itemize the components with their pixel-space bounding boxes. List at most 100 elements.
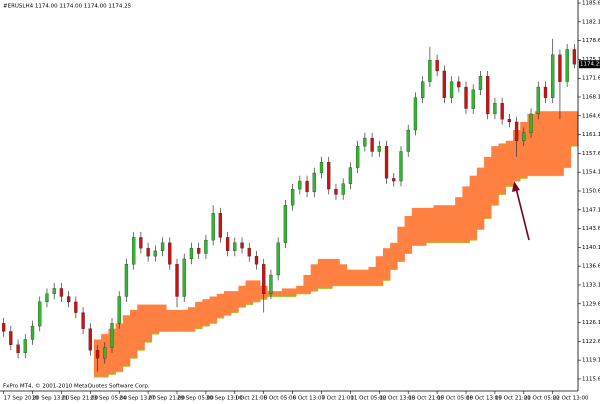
y-tick-label: 1136.65 [582, 264, 600, 270]
annotation-arrow [512, 181, 530, 241]
cloud-slab [491, 146, 499, 206]
x-tick-label: 21 Oct 05:00 [524, 396, 560, 402]
candle-body [9, 331, 13, 345]
cloud-slab [137, 304, 145, 351]
y-tick-label: 1182.15 [582, 19, 600, 25]
candle-body [507, 119, 512, 123]
candle-body [565, 49, 569, 82]
cloud-slab [556, 111, 564, 176]
candle-layer [1, 38, 577, 372]
candle-body [514, 121, 519, 141]
candle-body [103, 347, 107, 359]
cloud-slab [274, 291, 283, 297]
candle-body [529, 113, 533, 133]
x-tick-label: 6 Oct 13:00 [293, 396, 326, 402]
candle-body [363, 137, 367, 147]
y-tick-label: 1171.65 [582, 76, 600, 82]
cloud-slab [339, 264, 348, 286]
cloud-slab [245, 280, 254, 305]
cloud-slab [397, 226, 405, 262]
y-tick-label: 1147.15 [582, 207, 600, 213]
y-tick-label: 1164.65 [582, 113, 600, 119]
candle-body [95, 350, 100, 359]
y-tick-label: 1178.65 [582, 38, 600, 44]
cloud-slab [520, 121, 528, 179]
cloud-slab [151, 304, 160, 335]
candle-body [262, 264, 266, 294]
candle-body [74, 301, 78, 313]
candle-body [30, 325, 35, 340]
candle-body [392, 178, 396, 182]
candle-body [327, 162, 331, 190]
y-tick-label: 1115.65 [582, 376, 600, 382]
y-tick-label: 1168.15 [582, 94, 600, 100]
x-tick-label: 18 Oct 13:00 [466, 396, 502, 402]
y-tick-label: 1122.65 [582, 339, 600, 345]
candle-body [493, 103, 497, 115]
candle-body [233, 242, 237, 252]
candle-body [305, 180, 309, 192]
y-tick-label: 1140.15 [582, 245, 600, 251]
cloud-slab [332, 258, 340, 286]
candle-body [117, 296, 121, 324]
cloud-slab [238, 285, 246, 308]
candle-body [269, 274, 273, 294]
candle-body [81, 312, 85, 329]
cloud-slab [455, 197, 463, 243]
cloud-slab [303, 275, 311, 294]
cloud-slab [317, 258, 326, 289]
candle-body [204, 239, 208, 254]
candle-body [312, 172, 316, 192]
candle-body [522, 132, 526, 141]
last-price-label: 1174.25 [580, 62, 600, 68]
cloud-slab [187, 307, 196, 332]
x-tick-label: 19 Oct 21:00 [495, 396, 531, 402]
cloud-slab [166, 309, 174, 332]
x-tick-label: 13 Oct 21:00 [408, 396, 444, 402]
candle-body [38, 301, 42, 327]
x-tick-label: 11 Oct 05:00 [350, 396, 386, 402]
y-tick-label: 1175.15 [582, 57, 600, 63]
cloud-slab [216, 293, 225, 318]
candle-body [45, 293, 49, 303]
arrow-head [512, 181, 520, 192]
candle-body [435, 60, 439, 72]
chart-title: #ERUSLH4 1174.00 1174.00 1174.00 1174.25 [3, 4, 132, 10]
x-tick-label: 12 Oct 13:00 [379, 396, 415, 402]
candle-body [1, 323, 6, 332]
cloud-slab [433, 205, 442, 243]
cloud-slab [173, 309, 181, 332]
cloud-slab [440, 205, 449, 243]
candle-body [572, 49, 577, 65]
candle-body [471, 89, 475, 109]
candle-body [370, 137, 374, 152]
x-tick-label: 22 Oct 13:00 [553, 396, 589, 402]
cloud-slab [231, 291, 239, 313]
cloud-slab [281, 288, 290, 297]
x-tick-label: 5 Oct 05:00 [264, 396, 297, 402]
cloud-slab [549, 111, 557, 176]
candle-body [66, 296, 71, 303]
candle-body [211, 213, 215, 241]
cloud-slab [180, 309, 189, 332]
cloud-slab [296, 285, 304, 294]
candle-body [558, 54, 562, 82]
cloud-slab [469, 175, 478, 241]
x-tick-label: 27 Sep 21:00 [148, 396, 185, 402]
cloud-slab [426, 207, 434, 243]
candle-body [197, 248, 201, 254]
last-price-box [579, 60, 600, 69]
cloud-slab [252, 280, 261, 302]
x-tick-label: 24 Sep 13:00 [119, 396, 156, 402]
cloud-slab [382, 248, 391, 281]
candle-body [139, 237, 143, 249]
cloud-slab [484, 156, 492, 219]
y-tick-label: 1154.15 [582, 170, 600, 176]
x-tick-label: 17 Sep 2010 [4, 396, 39, 402]
candle-body [59, 288, 64, 297]
cloud-slab [563, 111, 572, 168]
y-tick-label: 1143.65 [582, 226, 600, 232]
candle-body [384, 145, 389, 179]
cloud-slab [419, 207, 427, 246]
